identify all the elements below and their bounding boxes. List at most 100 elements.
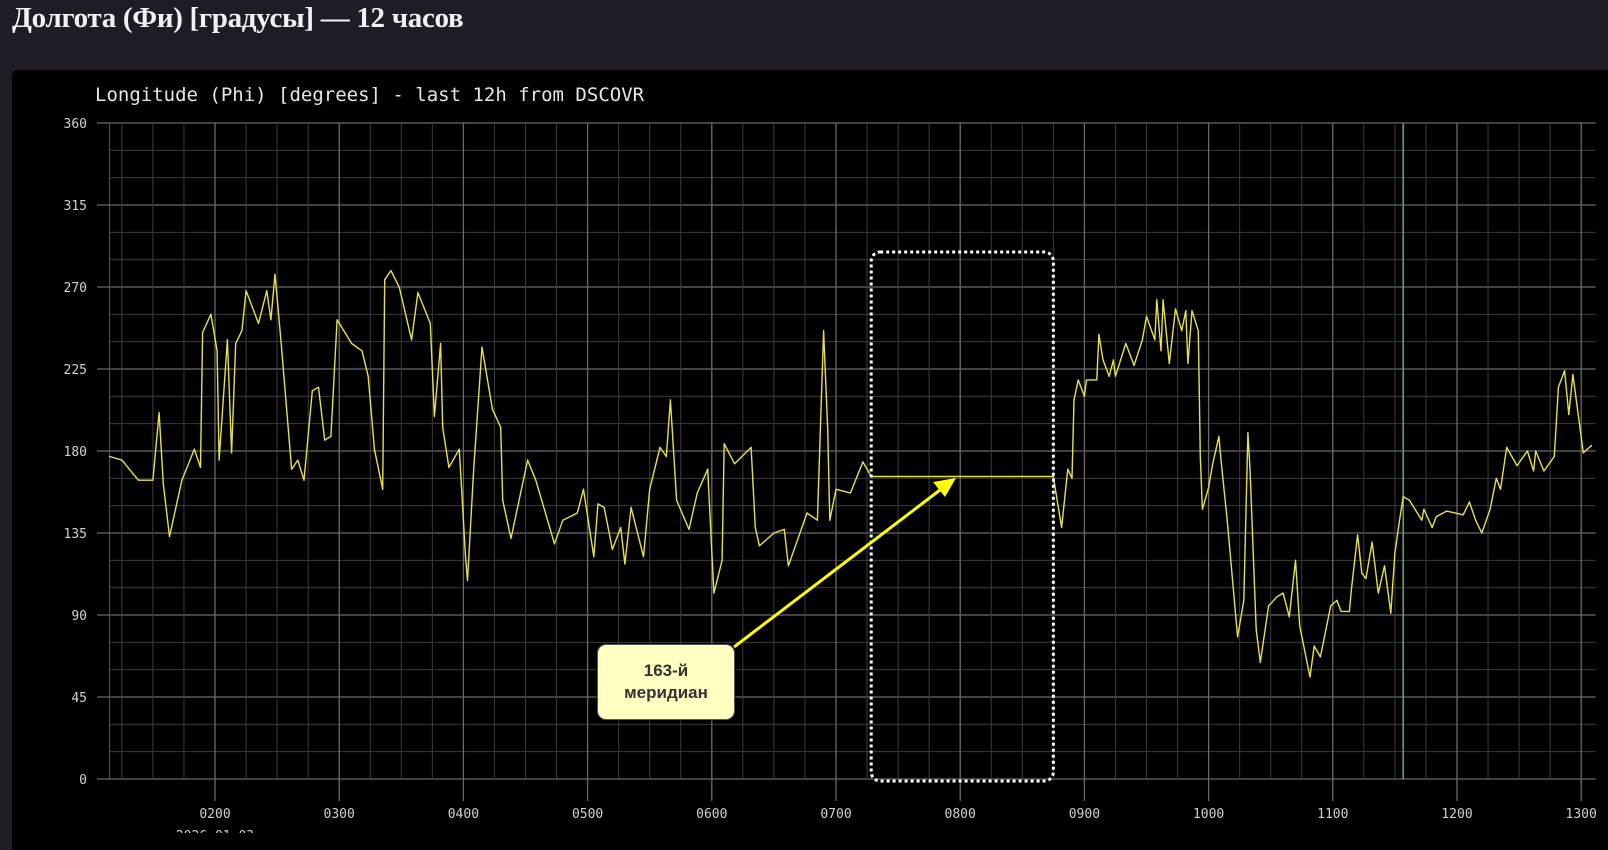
data-point: [137, 479, 140, 481]
data-point: [1564, 370, 1566, 372]
data-point: [411, 339, 413, 341]
data-point: [168, 536, 171, 538]
data-point: [787, 565, 789, 567]
y-tick-label: 225: [64, 363, 87, 378]
data-point: [1543, 470, 1545, 472]
page-title: Долгота (Фи) [градусы] — 12 часов: [12, 2, 464, 34]
data-point: [1590, 444, 1593, 447]
data-point: [1154, 339, 1156, 341]
data-point: [827, 428, 829, 430]
data-point: [199, 466, 202, 469]
data-point: [723, 443, 725, 445]
data-point: [303, 479, 305, 481]
data-point: [336, 319, 338, 321]
data-point: [1108, 375, 1110, 377]
data-point: [1160, 350, 1162, 352]
data-point: [1408, 499, 1410, 501]
callout-line-1: 163-й: [643, 661, 689, 680]
data-point: [1313, 645, 1315, 647]
data-point: [417, 291, 419, 294]
data-point: [1402, 495, 1404, 498]
data-point: [1185, 310, 1187, 312]
data-point: [1377, 592, 1379, 594]
y-tick-label: 0: [79, 773, 87, 788]
data-point: [1114, 375, 1117, 377]
data-point: [1421, 519, 1423, 521]
data-point: [1255, 628, 1257, 631]
y-tick-label: 90: [71, 609, 87, 624]
data-point: [1553, 455, 1555, 458]
date-label: 2026-01-03: [176, 829, 254, 833]
data-point: [1526, 450, 1528, 452]
data-point: [1336, 599, 1338, 602]
data-point: [642, 556, 645, 558]
data-point: [324, 439, 326, 441]
data-point: [624, 563, 626, 565]
y-tick-label: 315: [64, 199, 87, 214]
data-point: [1249, 468, 1251, 470]
data-point: [1535, 450, 1537, 452]
data-point: [1276, 596, 1278, 598]
data-point: [290, 468, 293, 470]
data-point: [1468, 501, 1471, 503]
data-point: [1156, 299, 1158, 301]
data-point: [382, 488, 384, 490]
data-point: [1168, 362, 1170, 365]
data-point: [297, 459, 299, 461]
data-point: [1572, 373, 1574, 376]
data-point: [266, 290, 268, 292]
data-point: [193, 448, 195, 450]
data-point: [562, 519, 564, 521]
data-point: [162, 483, 164, 485]
x-tick-label: 0900: [1069, 807, 1100, 822]
highlight-box: [869, 250, 1055, 783]
x-tick-label: 0300: [324, 807, 355, 822]
data-point: [773, 532, 775, 534]
data-point: [1212, 463, 1214, 465]
data-point: [1365, 577, 1367, 580]
data-point: [1125, 342, 1127, 345]
data-point: [754, 526, 756, 529]
data-point: [576, 512, 578, 514]
data-point: [553, 543, 556, 545]
data-point: [1350, 588, 1353, 591]
data-point: [1247, 432, 1249, 434]
callout-line-2: меридиан: [624, 683, 708, 702]
y-tick-label: 180: [64, 445, 87, 460]
data-point: [1462, 514, 1464, 516]
data-point: [500, 426, 502, 428]
data-point: [317, 386, 320, 388]
data-point: [1102, 359, 1104, 361]
y-tick-label: 270: [64, 281, 87, 296]
data-point: [448, 466, 450, 469]
data-point: [649, 488, 651, 490]
x-tick-label: 0200: [199, 807, 230, 822]
annotation-arrow: [733, 488, 941, 649]
data-point: [398, 286, 400, 288]
x-tick-label: 1000: [1193, 807, 1224, 822]
data-point: [235, 342, 237, 345]
data-point: [245, 290, 247, 292]
annotation-layer: [733, 250, 1055, 783]
data-point: [442, 426, 444, 428]
data-point: [1199, 455, 1201, 458]
data-point: [384, 279, 386, 281]
data-point: [226, 339, 229, 341]
data-point: [433, 415, 436, 417]
data-point: [1181, 330, 1183, 332]
data-point: [1191, 310, 1193, 312]
data-point: [1383, 565, 1386, 567]
data-point: [1446, 510, 1448, 512]
data-point: [1357, 534, 1359, 536]
data-point: [1309, 676, 1311, 678]
data-point: [491, 408, 493, 410]
data-point: [1073, 399, 1075, 401]
data-point: [466, 579, 469, 581]
data-point: [1145, 315, 1148, 317]
data-point: [1319, 656, 1321, 658]
data-point: [218, 459, 220, 461]
data-point: [1112, 359, 1114, 361]
data-point: [593, 556, 595, 558]
data-point: [510, 537, 512, 540]
